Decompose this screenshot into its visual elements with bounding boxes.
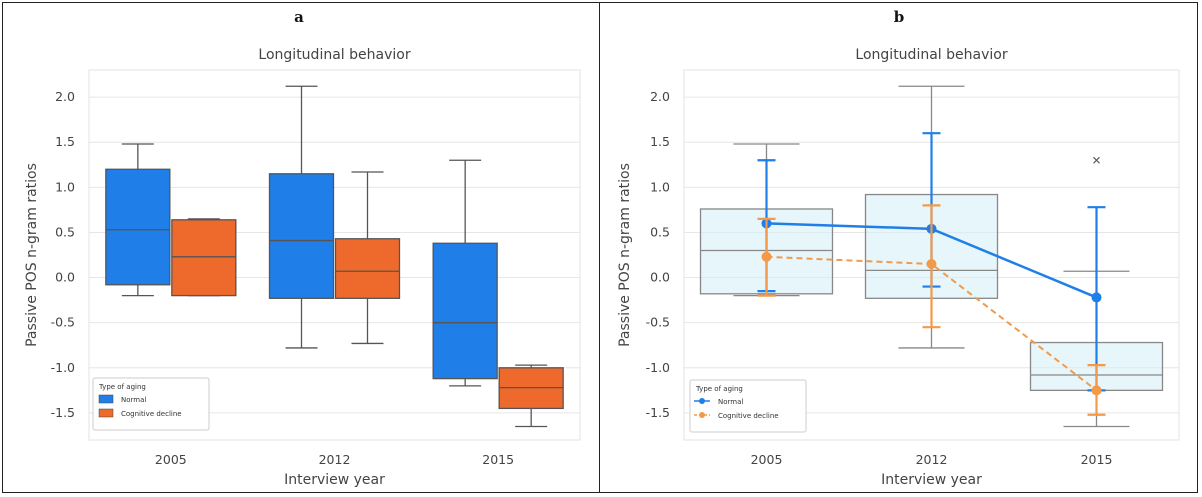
- y-tick-label-a: 1.5: [55, 134, 75, 149]
- y-tick-label-a: 2.0: [55, 89, 75, 104]
- mean-point-b-1-1: [926, 259, 937, 270]
- panel-divider: [599, 2, 600, 493]
- outlier-point-b-0: [1093, 156, 1100, 164]
- y-tick-label-b: 2.0: [650, 89, 670, 104]
- y-tick-label-b: -1.5: [646, 405, 670, 420]
- legend-entry-a-0: Normal: [121, 396, 146, 404]
- legend-title-a: Type of aging: [98, 383, 146, 391]
- y-tick-label-a: 0.0: [55, 270, 75, 285]
- x-tick-label-a: 2012: [319, 452, 351, 467]
- y-tick-label-b: -0.5: [646, 315, 670, 330]
- y-tick-label-b: -1.0: [646, 360, 670, 375]
- x-tick-label-a: 2015: [482, 452, 514, 467]
- y-tick-label-b: 1.0: [650, 179, 670, 194]
- mean-point-b-1-0: [761, 251, 772, 262]
- y-tick-label-a: 1.0: [55, 179, 75, 194]
- chart-b: b Longitudinal behavior 2.0 1.5 1.0 0.5 0.0 -0.…: [617, 8, 1180, 488]
- chart-title-b: Longitudinal behavior: [855, 47, 1007, 63]
- legend-entry-b-0: Normal: [718, 398, 743, 406]
- x-tick-label-b: 2005: [751, 452, 783, 467]
- legend-marker-b-1: [699, 412, 705, 418]
- legend-swatch-a-1: [98, 408, 114, 418]
- panel-label-b: b: [894, 8, 905, 26]
- legend-box-a: [92, 377, 210, 431]
- box-a-1-1: [334, 238, 401, 299]
- chart-title-a: Longitudinal behavior: [258, 47, 410, 63]
- legend-title-b: Type of aging: [695, 385, 743, 393]
- box-a-0-0: [105, 168, 171, 286]
- x-tick-label-a: 2005: [155, 452, 187, 467]
- x-tick-label-b: 2015: [1081, 452, 1113, 467]
- legend-box-b: [689, 379, 807, 433]
- legend-marker-b-0: [699, 398, 705, 404]
- box-a-0-2: [432, 242, 498, 380]
- mean-point-b-1-2: [1091, 385, 1102, 396]
- chart-a: a Longitudinal behavior 2.0 1.5 1.0 0.5 0.0 -0.…: [24, 8, 581, 488]
- y-tick-label-a: -0.5: [51, 315, 75, 330]
- y-axis-label-b: Passive POS n-gram ratios: [617, 163, 633, 347]
- y-tick-label-b: 0.5: [650, 224, 670, 239]
- y-tick-label-a: -1.0: [51, 360, 75, 375]
- x-axis-label-a: Interview year: [284, 472, 385, 488]
- y-tick-label-b: 1.5: [650, 134, 670, 149]
- x-axis-label-b: Interview year: [881, 472, 982, 488]
- mean-point-b-0-2: [1091, 292, 1102, 303]
- y-tick-label-b: 0.0: [650, 270, 670, 285]
- panel-label-a: a: [294, 8, 304, 26]
- y-tick-label-a: 0.5: [55, 224, 75, 239]
- y-tick-label-a: -1.5: [51, 405, 75, 420]
- legend-entry-b-1: Cognitive decline: [718, 412, 779, 420]
- box-a-0-1: [268, 173, 335, 299]
- box-a-1-0: [171, 219, 237, 297]
- y-axis-label-a: Passive POS n-gram ratios: [24, 163, 40, 347]
- legend-entry-a-1: Cognitive decline: [121, 410, 182, 418]
- legend-swatch-a-0: [98, 394, 114, 404]
- x-tick-label-b: 2012: [916, 452, 948, 467]
